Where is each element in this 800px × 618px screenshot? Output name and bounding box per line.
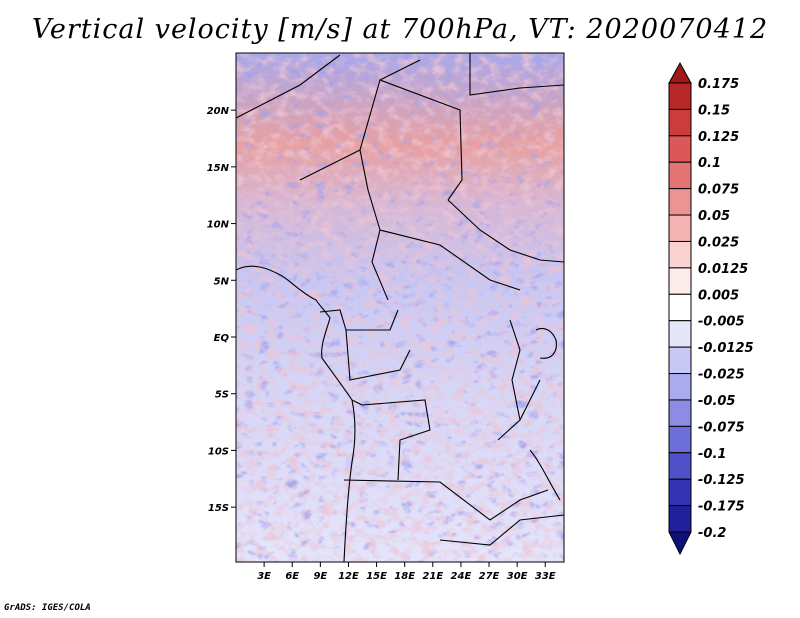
colorbar-label: -0.1 bbox=[698, 447, 726, 462]
colorbar-label: -0.125 bbox=[698, 473, 745, 488]
colorbar-label: 0.125 bbox=[698, 130, 739, 145]
colorbar-label: 0.0125 bbox=[698, 262, 748, 277]
colorbar-swatch bbox=[668, 399, 692, 427]
colorbar-swatch bbox=[668, 267, 692, 295]
lat-tick-label: 10S bbox=[208, 446, 229, 457]
lon-tick-label: 21E bbox=[422, 571, 443, 582]
colorbar-swatch bbox=[668, 214, 692, 242]
colorbar-label: -0.005 bbox=[698, 315, 745, 330]
colorbar-swatch bbox=[668, 320, 692, 348]
colorbar-label: -0.2 bbox=[698, 526, 726, 541]
colorbar-label: 0.1 bbox=[698, 156, 721, 171]
colorbar-swatch bbox=[668, 135, 692, 163]
lat-tick-label: EQ bbox=[214, 333, 230, 344]
colorbar-label: 0.15 bbox=[698, 103, 730, 118]
colorbar-label: -0.175 bbox=[698, 500, 745, 515]
colorbar-label: -0.0125 bbox=[698, 341, 754, 356]
lon-tick-label: 27E bbox=[479, 571, 500, 582]
lon-tick-label: 30E bbox=[507, 571, 528, 582]
colorbar-swatch bbox=[668, 240, 692, 269]
colorbar-label: 0.175 bbox=[698, 77, 739, 92]
lon-tick-label: 18E bbox=[394, 571, 415, 582]
colorbar-swatch bbox=[668, 346, 692, 375]
colorbar-swatch bbox=[668, 373, 692, 401]
lat-tick-label: 15S bbox=[208, 503, 229, 514]
colorbar-swatch bbox=[668, 161, 692, 190]
colorbar-label: 0.075 bbox=[698, 183, 739, 198]
colorbar-swatch bbox=[668, 505, 692, 533]
lat-tick-label: 5N bbox=[214, 276, 230, 287]
lon-tick-label: 12E bbox=[338, 571, 359, 582]
lat-tick-label: 5S bbox=[215, 390, 229, 401]
colorbar-swatch bbox=[668, 293, 692, 322]
lon-tick-label: 6E bbox=[285, 571, 299, 582]
colorbar-label: 0.025 bbox=[698, 235, 739, 250]
lon-tick-label: 9E bbox=[313, 571, 327, 582]
colorbar-bottom-arrow bbox=[668, 531, 692, 556]
colorbar-swatch bbox=[668, 108, 692, 137]
colorbar-label: 0.005 bbox=[698, 288, 739, 303]
lon-tick-label: 3E bbox=[257, 571, 271, 582]
colorbar-label: -0.025 bbox=[698, 368, 745, 383]
latitude-axis: 20N 15N 10N 5N EQ 5S 10S 15S bbox=[207, 106, 236, 514]
lon-tick-label: 15E bbox=[366, 571, 387, 582]
map-field bbox=[236, 53, 564, 562]
colorbar-label: 0.05 bbox=[698, 209, 730, 224]
colorbar-swatch bbox=[668, 478, 692, 507]
lat-tick-label: 15N bbox=[207, 163, 230, 174]
lat-tick-label: 10N bbox=[207, 220, 230, 231]
country-borders bbox=[236, 53, 564, 562]
colorbar: 0.175 0.15 0.125 0.1 0.075 0.05 0.025 0.0125 0.0… bbox=[668, 61, 754, 556]
colorbar-swatch bbox=[668, 188, 692, 216]
colorbar-top-arrow bbox=[668, 61, 692, 84]
colorbar-label: -0.05 bbox=[698, 394, 735, 409]
lon-tick-label: 33E bbox=[535, 571, 556, 582]
grads-credit: GrADS: IGES/COLA bbox=[4, 603, 91, 613]
colorbar-swatch bbox=[668, 452, 692, 480]
chart-title: Vertical velocity [m/s] at 700hPa, VT: 2… bbox=[31, 14, 769, 45]
colorbar-swatch bbox=[668, 82, 692, 110]
colorbar-label: -0.075 bbox=[698, 420, 745, 435]
lon-tick-label: 24E bbox=[451, 571, 472, 582]
colorbar-swatch bbox=[668, 425, 692, 454]
longitude-axis: 3E 6E 9E 12E 15E 18E 21E 24E 27E 30E 33E bbox=[257, 562, 556, 582]
map-frame bbox=[235, 52, 565, 563]
lat-tick-label: 20N bbox=[207, 106, 230, 117]
